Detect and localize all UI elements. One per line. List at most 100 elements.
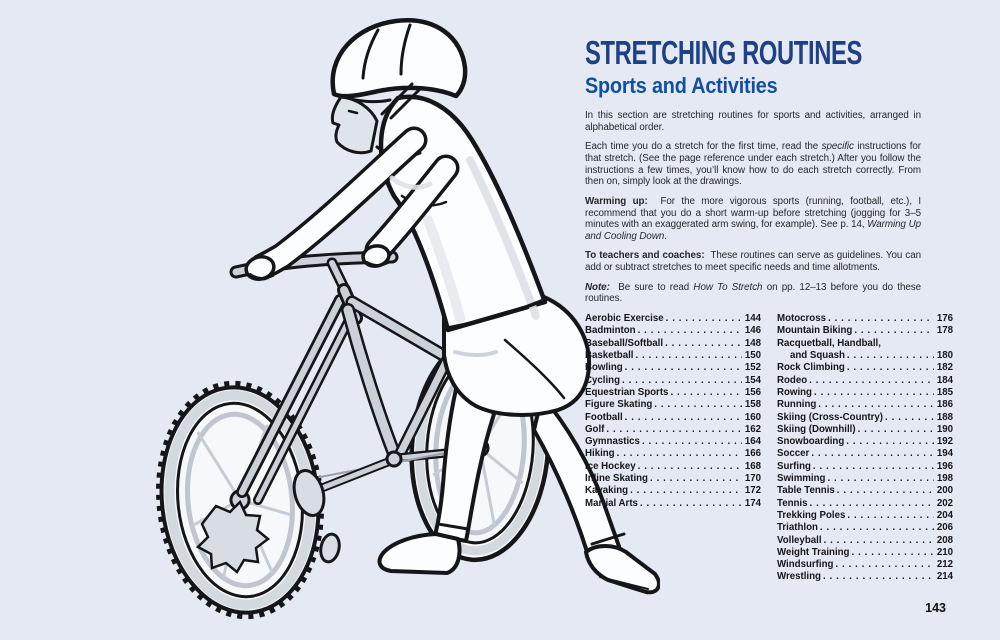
index-entry-label: Football [585,411,623,423]
index-entry: Football 160 [585,412,761,424]
index-entry-page: 202 [936,497,953,509]
index-entry-page: 194 [936,448,953,460]
dot-leader [617,448,742,460]
index-entry-label: Badminton [585,325,636,337]
index-entry: Bowling 152 [585,362,761,374]
dot-leader [654,399,742,411]
index-entry: Figure Skating 158 [585,399,761,411]
index-entry-label: Volleyball [777,534,822,546]
index-entry: Swimming 198 [777,473,953,485]
text-run: These routines can serve as guidelines. … [585,250,922,274]
index-entry: Tennis 202 [777,498,953,510]
index-entry: Hiking 166 [585,448,761,460]
page-number: 143 [925,601,946,615]
index-entry: Equestrian Sports 156 [585,387,761,399]
dot-leader [809,375,934,387]
dot-leader [625,362,742,374]
dot-leader [811,448,934,460]
index-entry: Basketball 150 [585,350,761,362]
index-entry: Wrestling 214 [777,571,953,583]
index-entry-label: Gymnastics [585,436,640,448]
dot-leader [814,387,934,399]
dot-leader [638,325,742,337]
index-entry-page: 178 [936,325,953,337]
index-entry-page: 144 [744,313,761,325]
index-entry: Cycling 154 [585,375,761,387]
dot-leader [851,547,933,559]
dot-leader [665,338,742,350]
index-entry: Table Tennis 200 [777,485,953,497]
text-run: Note: [585,281,610,293]
index-entry-label: Ice Hockey [585,460,636,472]
index-entry-page: 160 [744,411,761,423]
index-entry: Golf 162 [585,424,761,436]
index-entry-page: 184 [936,374,953,386]
intro-paragraphs: In this section are stretching routines … [585,110,921,305]
page-subtitle: Sports and Activities [585,73,778,98]
index-entry-page: 172 [744,485,761,497]
index-entry: Aerobic Exercise 144 [585,313,761,325]
dot-leader [824,535,934,547]
index-entry-label: Snowboarding [777,436,845,448]
index-entry-label: Wrestling [777,571,821,583]
dot-leader [835,559,933,571]
index-entry: Ice Hockey 168 [585,461,761,473]
index-entry-label: Windsurfing [777,559,834,571]
index-entry-page: 210 [936,546,953,558]
intro-paragraph: Each time you do a stretch for the first… [585,141,921,188]
index-entry-label: Aerobic Exercise [585,313,664,325]
dot-leader [828,313,934,325]
dot-leader [650,473,742,485]
index-entry-label: Soccer [777,448,810,460]
index-entry-label: Basketball [585,350,634,362]
index-entry: Mountain Biking 178 [777,325,953,337]
index-entry: Gymnastics 164 [585,436,761,448]
index-entry: Soccer 194 [777,448,953,460]
index-entry-page: 186 [936,399,953,411]
index-entry-page: 214 [936,571,953,583]
index-entry-page: 212 [936,559,953,571]
index-entry-page: 146 [744,325,761,337]
dot-leader [837,485,934,497]
index-entry-label: Mountain Biking [777,325,853,337]
dot-leader [823,571,934,583]
index-entry: and Squash 180 [777,350,953,362]
index-entry: Triathlon 206 [777,522,953,534]
index-entry-label: Martial Arts [585,497,638,509]
back-shoe [584,544,660,595]
index-entry-page: 200 [936,485,953,497]
index-entry-label: Trekking Poles [777,509,846,521]
dot-leader [846,436,934,448]
text-run: In this section are stretching routines … [585,110,921,133]
dot-leader [640,498,742,510]
index-entry: Baseball/Softball 148 [585,338,761,350]
index-entry-page: 166 [744,448,761,460]
intro-paragraph: Warming up: For the more vigorous sports… [585,196,921,243]
sports-index: Aerobic Exercise 144 Badminton 146Baseball/… [585,313,953,584]
index-entry-page: 190 [936,423,953,435]
text-run: For the more vigorous sports (running, f… [585,195,922,231]
index-entry-label: Hiking [585,448,615,460]
dot-leader [818,399,934,411]
index-entry-label: Motocross [777,313,826,325]
index-entry-page: 182 [936,362,953,374]
index-entry-label: Skiing (Cross-Country) [777,411,884,423]
face [330,95,379,155]
index-entry-label: and Squash [790,350,845,362]
pedal-icon [292,469,326,517]
index-entry-page: 162 [744,423,761,435]
intro-paragraph: To teachers and coaches: These routines … [585,250,921,274]
index-entry: Snowboarding 192 [777,436,953,448]
gear-icon [195,499,271,574]
index-entry: Weight Training 210 [777,547,953,559]
dot-leader [625,412,742,424]
cyclist-illustration [156,18,660,620]
index-entry-page: 185 [936,386,953,398]
dot-leader [847,350,934,362]
text-run: . [664,231,667,243]
helmet [330,18,468,99]
index-entry-label: Weight Training [777,546,850,558]
dot-leader [810,498,934,510]
dot-leader [622,375,742,387]
